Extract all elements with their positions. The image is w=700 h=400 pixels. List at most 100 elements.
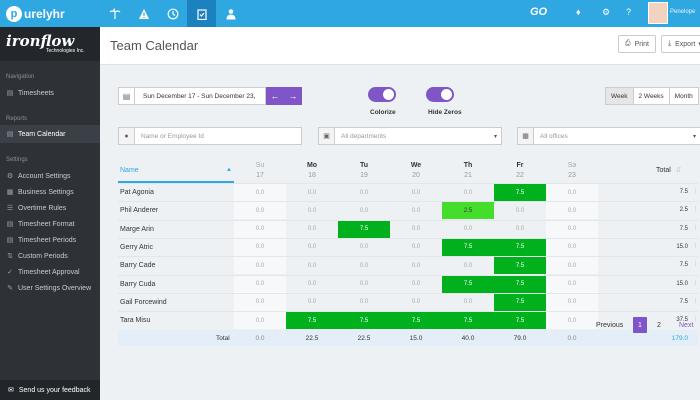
name-column-header[interactable]: Name bbox=[120, 167, 139, 174]
nav-vacation-icon[interactable] bbox=[100, 0, 129, 27]
hours-cell[interactable]: 0.0 bbox=[307, 299, 317, 306]
date-range-picker[interactable]: ▤ Sun December 17 - Sun December 23, bbox=[118, 87, 266, 105]
hours-cell[interactable]: 7.5 bbox=[338, 312, 390, 330]
hours-cell[interactable]: 0.0 bbox=[463, 189, 473, 196]
sidebar-item-timesheet-approval[interactable]: ✓ Timesheet Approval bbox=[0, 263, 100, 281]
sidebar-item-timesheet-periods[interactable]: ▤ Timesheet Periods bbox=[0, 231, 100, 249]
hours-cell[interactable]: 0.0 bbox=[359, 299, 369, 306]
sidebar-item-overtime-rules[interactable]: ☰ Overtime Rules bbox=[0, 199, 100, 217]
hours-cell[interactable]: 0.0 bbox=[307, 226, 317, 233]
hours-cell[interactable]: 7.5 bbox=[442, 275, 494, 293]
hours-cell[interactable]: 7.5 bbox=[286, 312, 338, 330]
employee-search[interactable]: ● Name or Employee Id bbox=[118, 127, 302, 145]
employee-name[interactable]: Marge Arin bbox=[120, 225, 154, 233]
hours-cell[interactable]: 0.0 bbox=[359, 244, 369, 251]
nav-timesheet-icon[interactable] bbox=[187, 0, 216, 27]
view-month-button[interactable]: Month bbox=[674, 92, 693, 100]
hours-cell[interactable]: 7.5 bbox=[338, 220, 390, 238]
hours-cell[interactable]: 7.5 bbox=[442, 312, 494, 330]
nav-clock-icon[interactable] bbox=[158, 0, 187, 27]
hours-cell[interactable]: 0.0 bbox=[307, 281, 317, 287]
hours-cell[interactable]: 0.0 bbox=[546, 275, 598, 293]
pagination-page-1[interactable]: 1 bbox=[633, 317, 647, 333]
hours-cell[interactable]: 0.0 bbox=[546, 220, 598, 238]
pagination-previous[interactable]: Previous bbox=[596, 321, 624, 329]
hours-cell[interactable]: 7.5 bbox=[494, 257, 546, 275]
hours-cell[interactable]: 0.0 bbox=[234, 184, 286, 201]
sidebar-item-team-calendar[interactable]: ▤ Team Calendar bbox=[0, 125, 100, 143]
table-row[interactable]: Phil Anderer 0.0 0.0 0.0 0.0 2.5 0.0 0.0 2.5 | bbox=[118, 201, 698, 220]
employee-name[interactable]: Gerry Atric bbox=[120, 243, 154, 251]
nav-alerts-icon[interactable] bbox=[129, 0, 158, 27]
total-column-header[interactable]: Total ⇵ bbox=[656, 166, 682, 174]
hours-cell[interactable]: 0.0 bbox=[546, 202, 598, 220]
table-row[interactable]: Marge Arin 0.0 0.0 7.5 0.0 0.0 0.0 0.0 7.5 | bbox=[118, 219, 698, 238]
hours-cell[interactable]: 0.0 bbox=[515, 207, 525, 214]
hours-cell[interactable]: 0.0 bbox=[359, 189, 369, 196]
hours-cell[interactable]: 0.0 bbox=[546, 257, 598, 275]
hours-cell[interactable]: 0.0 bbox=[359, 207, 369, 214]
hours-cell[interactable]: 0.0 bbox=[234, 220, 286, 238]
avatar[interactable] bbox=[648, 2, 668, 24]
office-select[interactable]: ▦ All offices ▾ bbox=[517, 127, 700, 145]
hide-zeros-toggle[interactable] bbox=[426, 87, 454, 102]
employee-name[interactable]: Barry Cade bbox=[120, 262, 156, 270]
hours-cell[interactable]: 7.5 bbox=[390, 312, 442, 330]
hours-cell[interactable]: 0.0 bbox=[463, 262, 473, 269]
sidebar-item-user-settings-overview[interactable]: ✎ User Settings Overview bbox=[0, 279, 100, 297]
hours-cell[interactable]: 7.5 bbox=[494, 275, 546, 293]
hours-cell[interactable]: 7.5 bbox=[494, 312, 546, 330]
hours-cell[interactable]: 0.0 bbox=[234, 202, 286, 220]
employee-search-input[interactable]: Name or Employee Id bbox=[141, 132, 204, 140]
sidebar-item-account-settings[interactable]: ⚙ Account Settings bbox=[0, 167, 100, 185]
table-row[interactable]: Pat Agonia 0.0 0.0 0.0 0.0 0.0 7.5 0.0 7.5 | bbox=[118, 183, 698, 201]
hours-cell[interactable]: 0.0 bbox=[411, 207, 421, 214]
hours-cell[interactable]: 0.0 bbox=[411, 226, 421, 233]
table-row[interactable]: Barry Cuda 0.0 0.0 0.0 0.0 7.5 7.5 0.0 15.0 | bbox=[118, 274, 698, 293]
export-button[interactable]: ⤓ Export ▾ bbox=[661, 35, 700, 53]
hours-cell[interactable]: 0.0 bbox=[307, 244, 317, 251]
gear-icon[interactable]: ⚙ bbox=[602, 7, 611, 17]
table-row[interactable]: Tara Misu 0.0 7.5 7.5 7.5 7.5 7.5 0.0 37.5 | bbox=[118, 311, 698, 330]
table-row[interactable]: Gail Forcewind 0.0 0.0 0.0 0.0 0.0 7.5 0.0 7.5 | bbox=[118, 292, 698, 311]
employee-name[interactable]: Pat Agonia bbox=[120, 189, 154, 196]
employee-name[interactable]: Barry Cuda bbox=[120, 280, 156, 288]
user-name[interactable]: Penelope bbox=[670, 9, 696, 15]
table-row[interactable]: Barry Cade 0.0 0.0 0.0 0.0 0.0 7.5 0.0 7.5 | bbox=[118, 256, 698, 275]
hours-cell[interactable]: 0.0 bbox=[359, 281, 369, 287]
hours-cell[interactable]: 7.5 bbox=[494, 238, 546, 256]
hours-cell[interactable]: 0.0 bbox=[546, 238, 598, 256]
sidebar-item-business-settings[interactable]: ▦ Business Settings bbox=[0, 183, 100, 201]
hours-cell[interactable]: 0.0 bbox=[307, 207, 317, 214]
table-row[interactable]: Gerry Atric 0.0 0.0 0.0 0.0 7.5 7.5 0.0 15.0 | bbox=[118, 237, 698, 256]
question-icon[interactable]: ? bbox=[626, 7, 632, 17]
hours-cell[interactable]: 0.0 bbox=[234, 293, 286, 311]
hours-cell[interactable]: 0.0 bbox=[234, 275, 286, 293]
sidebar-item-timesheets[interactable]: ▤ Timesheets bbox=[0, 84, 100, 102]
hours-cell[interactable]: 0.0 bbox=[411, 189, 421, 196]
bell-icon[interactable]: ♦ bbox=[576, 7, 581, 17]
hours-cell[interactable]: 0.0 bbox=[463, 299, 473, 306]
go-logo[interactable]: GO bbox=[530, 6, 548, 18]
hours-cell[interactable]: 0.0 bbox=[546, 312, 598, 330]
sidebar-item-timesheet-format[interactable]: ▤ Timesheet Format bbox=[0, 215, 100, 233]
hours-cell[interactable]: 0.0 bbox=[234, 312, 286, 330]
hours-cell[interactable]: 7.5 bbox=[494, 184, 546, 201]
print-button[interactable]: ⎙ Print bbox=[618, 35, 657, 53]
employee-name[interactable]: Tara Misu bbox=[120, 317, 151, 325]
hours-cell[interactable]: 2.5 bbox=[442, 202, 494, 220]
hours-cell[interactable]: 0.0 bbox=[546, 184, 598, 201]
hours-cell[interactable]: 0.0 bbox=[234, 238, 286, 256]
hours-cell[interactable]: 0.0 bbox=[463, 226, 473, 233]
hours-cell[interactable]: 0.0 bbox=[546, 293, 598, 311]
hours-cell[interactable]: 7.5 bbox=[494, 293, 546, 311]
colorize-toggle[interactable] bbox=[368, 87, 396, 102]
hours-cell[interactable]: 0.0 bbox=[411, 262, 421, 269]
hours-cell[interactable]: 0.0 bbox=[411, 281, 421, 287]
department-select[interactable]: ▣ All departments ▾ bbox=[318, 127, 502, 145]
feedback-button[interactable]: ✉ Send us your feedback bbox=[0, 380, 100, 400]
sidebar-item-custom-periods[interactable]: ⇅ Custom Periods bbox=[0, 247, 100, 265]
purelyhr-logo[interactable]: p urelyhr bbox=[6, 5, 65, 23]
employee-name[interactable]: Gail Forcewind bbox=[120, 298, 167, 306]
hours-cell[interactable]: 0.0 bbox=[515, 226, 525, 233]
